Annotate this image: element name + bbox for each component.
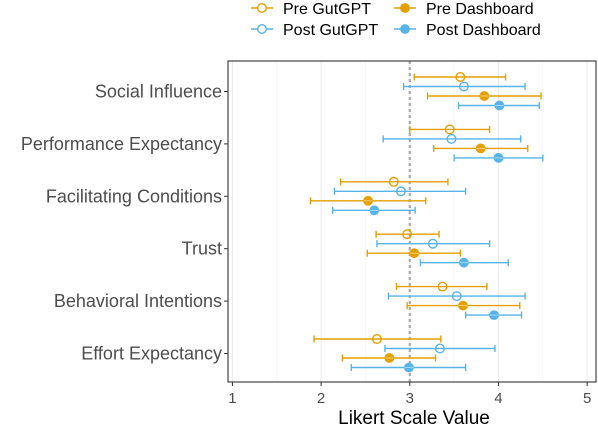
x-axis-title: Likert Scale Value (338, 408, 490, 428)
data-point-group (339, 176, 449, 187)
x-tick-label: 3 (406, 390, 414, 407)
legend-label: Pre GutGPT (283, 1, 371, 18)
legend-entry: Pre GutGPT (251, 1, 371, 18)
data-point-group (313, 334, 442, 345)
data-point-group (366, 248, 462, 259)
data-point-group (309, 195, 427, 206)
category-label: Social Influence (95, 82, 222, 102)
mean-point-open (434, 343, 445, 354)
category-label: Effort Expectancy (81, 344, 222, 364)
legend-key-marker (400, 3, 410, 13)
x-axis: 1 2 3 4 5 (228, 382, 591, 407)
data-point-group (375, 229, 440, 240)
data-point-group (409, 124, 491, 135)
data-point-group (384, 343, 496, 354)
data-point-group (402, 81, 526, 92)
data-point-group (376, 238, 491, 249)
data-point-group (464, 310, 523, 321)
mean-point-open (402, 229, 413, 240)
legend: Pre GutGPT Pre Dashboard Post GutGPT Post D… (251, 1, 541, 39)
plot-panel (227, 60, 597, 383)
mean-point-open (388, 176, 399, 187)
mean-point-open (451, 291, 462, 302)
data-point-group (406, 300, 521, 311)
x-tick-label: 2 (317, 390, 325, 407)
data-point-group (382, 133, 522, 144)
legend-label: Pre Dashboard (426, 1, 534, 18)
gridlines (231, 61, 588, 382)
mean-point-open (437, 281, 448, 292)
legend-entry: Post GutGPT (251, 22, 378, 39)
data-point-group (341, 353, 437, 363)
category-labels: Social Influence Performance Expectancy Fa… (21, 82, 228, 364)
legend-key-marker (257, 24, 268, 35)
data-point-group (395, 281, 488, 292)
legend-key-marker (400, 24, 410, 34)
category-label: Trust (182, 239, 222, 259)
mean-point-open (458, 81, 469, 92)
mean-point-open (444, 124, 455, 135)
data-point-group (413, 71, 507, 82)
data-marks (309, 71, 544, 373)
data-point-group (333, 186, 467, 197)
category-label: Behavioral Intentions (54, 291, 222, 311)
category-label: Performance Expectancy (21, 134, 222, 154)
mean-point-open (395, 186, 406, 197)
data-point-group (387, 291, 526, 302)
data-point-group (350, 362, 467, 373)
x-tick-label: 5 (583, 390, 591, 407)
legend-entry: Pre Dashboard (394, 1, 534, 18)
data-point-group (426, 91, 542, 101)
legend-label: Post Dashboard (426, 22, 541, 39)
category-label: Facilitating Conditions (46, 186, 222, 206)
mean-point-open (446, 133, 457, 144)
data-point-group (457, 100, 540, 111)
x-tick-label: 1 (228, 390, 236, 407)
legend-label: Post GutGPT (283, 22, 378, 39)
data-point-group (419, 257, 509, 268)
data-point-group (453, 152, 544, 163)
legend-entry: Post Dashboard (394, 22, 541, 39)
data-point-group (433, 143, 529, 154)
panel-border (227, 60, 597, 383)
data-point-group (331, 205, 416, 216)
mean-point-open (371, 334, 382, 345)
x-tick-label: 4 (494, 390, 502, 407)
mean-point-open (427, 238, 438, 249)
legend-key-marker (257, 2, 268, 14)
mean-point-open (455, 71, 466, 82)
